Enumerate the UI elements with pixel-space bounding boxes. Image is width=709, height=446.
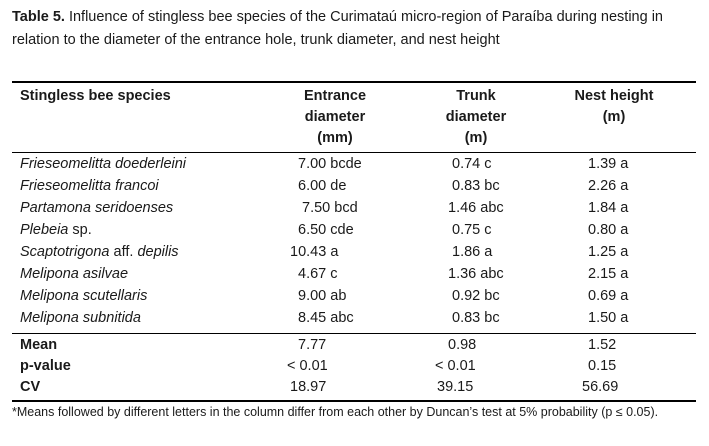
summary-label: CV xyxy=(20,379,41,395)
trunk-cell: 1.46 abc xyxy=(448,200,504,216)
table-footnote: *Means followed by different letters in … xyxy=(12,405,659,419)
entrance-cell: 4.67 c xyxy=(298,266,338,282)
summary-entrance: < 0.01 xyxy=(287,358,328,374)
nest-cell: 2.26 a xyxy=(588,178,629,194)
header-entrance-line1: Entrance xyxy=(303,88,367,104)
nest-cell: 1.50 a xyxy=(588,310,629,326)
trunk-cell: 0.83 bc xyxy=(452,310,500,326)
trunk-cell: 0.74 c xyxy=(452,156,492,172)
nest-cell: 0.80 a xyxy=(588,222,629,238)
header-trunk-line3: (m) xyxy=(464,130,488,146)
entrance-cell: 6.50 cde xyxy=(298,222,354,238)
summary-entrance: 18.97 xyxy=(290,379,327,395)
entrance-cell: 7.00 bcde xyxy=(298,156,362,172)
header-trunk-line2: diameter xyxy=(445,109,507,125)
header-species: Stingless bee species xyxy=(20,88,171,104)
species-cell: Partamona seridoenses xyxy=(20,200,174,216)
trunk-cell: 0.83 bc xyxy=(452,178,500,194)
entrance-cell: 10.43 a xyxy=(290,244,339,260)
entrance-cell: 8.45 abc xyxy=(298,310,354,326)
species-cell: Plebeia sp. xyxy=(20,222,92,238)
summary-nest: 1.52 xyxy=(588,337,617,353)
species-cell: Melipona scutellaris xyxy=(20,288,148,304)
header-entrance-line2: diameter xyxy=(304,109,366,125)
entrance-cell: 6.00 de xyxy=(298,178,347,194)
nest-cell: 1.39 a xyxy=(588,156,629,172)
summary-top-rule xyxy=(12,333,696,334)
summary-trunk: 0.98 xyxy=(448,337,477,353)
summary-trunk: < 0.01 xyxy=(435,358,476,374)
trunk-cell: 1.86 a xyxy=(452,244,493,260)
header-nest: Nest height (m) xyxy=(556,86,672,128)
summary-label: Mean xyxy=(20,337,58,353)
caption-text: Influence of stingless bee species of th… xyxy=(12,9,663,48)
species-cell: Scaptotrigona aff. depilis xyxy=(20,244,179,260)
header-trunk: Trunk diameter (m) xyxy=(426,86,526,149)
caption-label: Table 5. xyxy=(12,9,65,25)
summary-trunk: 39.15 xyxy=(437,379,474,395)
summary-entrance: 7.77 xyxy=(298,337,327,353)
nest-cell: 2.15 a xyxy=(588,266,629,282)
entrance-cell: 9.00 ab xyxy=(298,288,347,304)
header-trunk-line1: Trunk xyxy=(456,88,496,104)
header-entrance-line3: (mm) xyxy=(317,130,353,146)
summary-nest: 56.69 xyxy=(582,379,619,395)
trunk-cell: 0.75 c xyxy=(452,222,492,238)
nest-cell: 1.84 a xyxy=(588,200,629,216)
header-entrance: Entrance diameter (mm) xyxy=(285,86,385,149)
table-bottom-rule xyxy=(12,400,696,402)
summary-nest: 0.15 xyxy=(588,358,617,374)
header-nest-line1: Nest height xyxy=(574,88,654,104)
species-cell: Melipona asilvae xyxy=(20,266,129,282)
summary-label: p-value xyxy=(20,358,71,374)
header-nest-line2: (m) xyxy=(602,109,626,125)
entrance-cell: 7.50 bcd xyxy=(302,200,358,216)
nest-cell: 1.25 a xyxy=(588,244,629,260)
table-top-rule xyxy=(12,81,696,83)
species-cell: Frieseomelitta doederleini xyxy=(20,156,187,172)
species-cell: Frieseomelitta francoi xyxy=(20,178,159,194)
table-caption: Table 5. Influence of stingless bee spec… xyxy=(12,6,702,52)
species-cell: Melipona subnitida xyxy=(20,310,141,326)
header-bottom-rule xyxy=(12,152,696,153)
nest-cell: 0.69 a xyxy=(588,288,629,304)
trunk-cell: 0.92 bc xyxy=(452,288,500,304)
trunk-cell: 1.36 abc xyxy=(448,266,504,282)
